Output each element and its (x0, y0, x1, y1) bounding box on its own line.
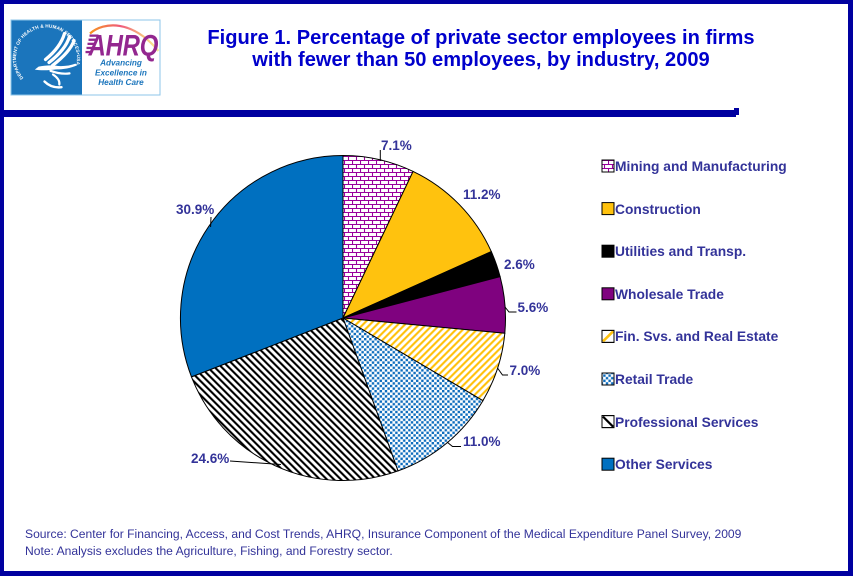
svg-text:Excellence in: Excellence in (95, 68, 147, 77)
svg-text:Advancing: Advancing (99, 59, 142, 68)
svg-text:AHRQ: AHRQ (88, 28, 159, 62)
svg-text:Health Care: Health Care (98, 78, 144, 87)
